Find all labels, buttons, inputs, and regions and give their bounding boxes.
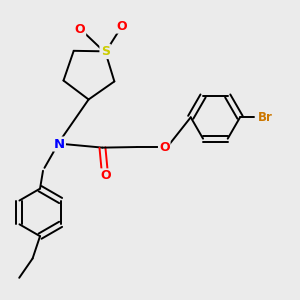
Text: N: N <box>54 138 65 151</box>
Text: O: O <box>100 169 111 182</box>
Text: Br: Br <box>258 111 273 124</box>
Text: O: O <box>116 20 127 33</box>
Text: O: O <box>75 22 85 36</box>
Text: O: O <box>159 140 169 154</box>
Text: S: S <box>101 45 110 58</box>
